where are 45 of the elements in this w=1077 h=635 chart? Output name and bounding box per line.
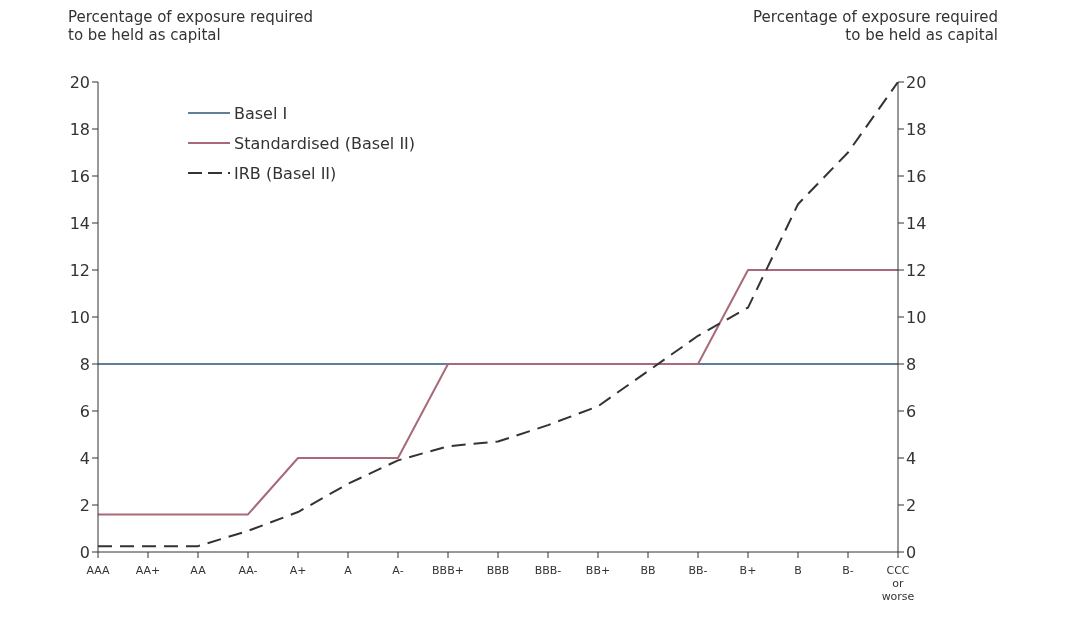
y2-axis-title: Percentage of exposure required to be held as capital: [752, 8, 998, 46]
x-tick-label: AAA: [86, 564, 111, 577]
x-tick-label: BBB: [486, 564, 510, 577]
x-tick-label: AA-: [238, 564, 258, 577]
x-tick-label: B+: [739, 564, 757, 577]
x-tick-label: BBB+: [432, 564, 464, 577]
y2-tick-label: 14: [906, 213, 927, 233]
y2-tick-label: 20: [906, 72, 927, 92]
x-tick-label: BB-: [688, 564, 708, 577]
line-series: [97, 269, 899, 516]
y2-tick-label: 16: [906, 166, 927, 186]
y-axis-title: Percentage of exposure required to be held as capital: [68, 8, 314, 46]
x-tick-label: A-: [392, 564, 404, 577]
y-tick-label: 16: [69, 166, 90, 186]
y-tick-label: 20: [69, 72, 90, 92]
y2-tick-label: 12: [906, 260, 927, 280]
x-tick-label: AA: [190, 564, 207, 577]
y-tick-label: 12: [69, 260, 90, 280]
y2-tick-label: 10: [906, 307, 927, 327]
y2-tick-label: 6: [906, 401, 917, 421]
x-tick-label: CCC or worse: [881, 564, 915, 603]
x-tick-label: AA+: [135, 564, 161, 577]
y-tick-label: 0: [79, 542, 90, 562]
y2-tick-label: 8: [906, 354, 917, 374]
y-tick-label: 18: [69, 119, 90, 139]
x-tick-label: BB: [640, 564, 656, 577]
y-tick-label: 8: [79, 354, 90, 374]
y-tick-label: 2: [79, 495, 90, 515]
x-tick-label: BBB-: [534, 564, 562, 577]
x-tick-label: B-: [842, 564, 854, 577]
y-tick-label: 10: [69, 307, 90, 327]
y-tick-label: 6: [79, 401, 90, 421]
y2-tick-label: 4: [906, 448, 917, 468]
y2-tick-label: 18: [906, 119, 927, 139]
legend-label: Standardised (Basel II): [234, 133, 416, 153]
x-tick-label: B: [794, 564, 802, 577]
x-tick-label: A+: [289, 564, 307, 577]
x-tick-label: BB+: [585, 564, 611, 577]
y2-tick-label: 2: [906, 495, 917, 515]
y-tick-label: 14: [69, 213, 90, 233]
legend-label: Basel I: [234, 103, 288, 123]
x-tick-label: A: [344, 564, 353, 577]
legend-label: IRB (Basel II): [234, 163, 337, 183]
y-tick-label: 4: [79, 448, 90, 468]
y2-tick-label: 0: [906, 542, 917, 562]
